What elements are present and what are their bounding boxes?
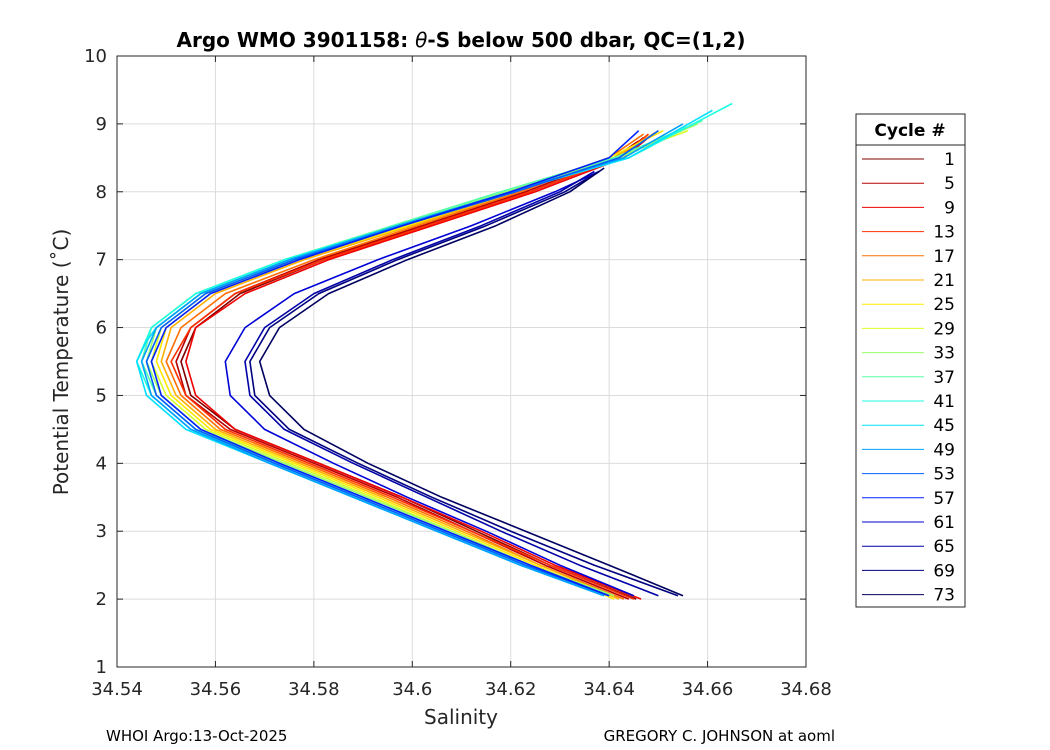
y-axis-label: Potential Temperature (˚C)	[49, 229, 73, 496]
x-tick-label: 34.6	[392, 679, 432, 700]
x-tick-label: 34.56	[190, 679, 242, 700]
series-line-cycle-53	[145, 130, 659, 597]
series-line-cycle-9	[185, 136, 650, 600]
y-tick-label: 3	[96, 521, 107, 542]
legend-label-17: 17	[933, 247, 955, 267]
series-line-cycle-69	[249, 170, 679, 597]
legend-label-37: 37	[933, 368, 955, 388]
legend-label-65: 65	[933, 537, 955, 557]
x-tick-label: 34.54	[91, 679, 143, 700]
legend-label-29: 29	[933, 319, 955, 339]
legend-label-57: 57	[933, 489, 955, 509]
legend-label-49: 49	[933, 440, 955, 460]
x-tick-label: 34.64	[583, 679, 635, 700]
legend-title: Cycle #	[874, 121, 945, 141]
y-tick-label: 1	[96, 657, 107, 678]
y-ticks: 1 2 3 4 5 6 7 8 9 10	[84, 46, 806, 678]
series-line-cycle-65	[244, 170, 659, 597]
chart-title: Argo WMO 3901158: θ-S below 500 dbar, QC…	[177, 28, 746, 52]
x-ticks: 34.54 34.56 34.58 34.6 34.62 34.64 34.66 34.68	[91, 56, 832, 700]
legend-label-13: 13	[933, 223, 955, 243]
series-line-cycle-61	[224, 170, 635, 597]
legend-label-41: 41	[933, 392, 955, 412]
legend-label-33: 33	[933, 344, 955, 364]
legend-label-1: 1	[944, 150, 955, 170]
y-tick-label: 5	[96, 385, 107, 406]
series-group	[135, 102, 733, 600]
series-line-cycle-17	[165, 133, 645, 600]
legend-label-21: 21	[933, 271, 955, 291]
series-line-cycle-21	[160, 130, 659, 600]
y-tick-label: 7	[96, 250, 107, 271]
x-tick-label: 34.66	[682, 679, 734, 700]
grid	[117, 56, 806, 667]
series-line-cycle-13	[170, 133, 650, 600]
legend-label-5: 5	[944, 174, 955, 194]
x-tick-label: 34.58	[288, 679, 340, 700]
legend-label-61: 61	[933, 513, 955, 533]
legend-label-73: 73	[933, 586, 955, 606]
y-tick-label: 4	[96, 453, 107, 474]
legend-label-45: 45	[933, 416, 955, 436]
footer-left: WHOI Argo:13-Oct-2025	[106, 727, 287, 745]
x-tick-label: 34.62	[485, 679, 537, 700]
legend: Cycle # 1 5 9 13 17 21 25 29 33 37 41 45 49 53 57 61 65 6…	[855, 113, 966, 608]
y-tick-label: 10	[84, 46, 107, 67]
x-tick-label: 34.68	[780, 679, 832, 700]
plot-area	[117, 56, 806, 667]
series-line-cycle-73	[258, 167, 684, 597]
legend-label-53: 53	[933, 465, 955, 485]
y-tick-label: 9	[96, 114, 107, 135]
y-tick-label: 8	[96, 182, 107, 203]
legend-box	[855, 113, 966, 608]
footer-right: GREGORY C. JOHNSON at aoml	[604, 727, 835, 745]
legend-entries: 1 5 9 13 17 21 25 29 33 37 41 45 49 53 57 61 65 69 73	[862, 150, 955, 606]
series-line-cycle-57	[150, 130, 640, 597]
axes-box	[116, 55, 807, 668]
legend-label-25: 25	[933, 295, 955, 315]
y-tick-label: 2	[96, 589, 107, 610]
legend-label-9: 9	[944, 198, 955, 218]
x-axis-label: Salinity	[424, 705, 498, 729]
y-tick-label: 6	[96, 318, 107, 339]
legend-label-69: 69	[933, 561, 955, 581]
